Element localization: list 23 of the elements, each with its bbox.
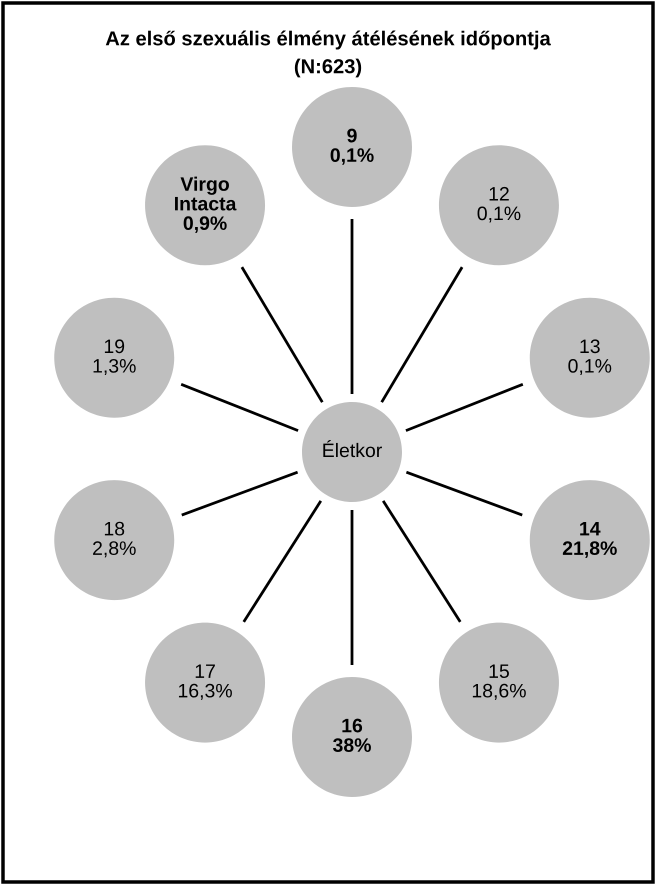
category-label: 14 — [580, 522, 600, 536]
category-label: 17 — [196, 664, 215, 678]
text: Életkor — [323, 440, 382, 458]
category-label: Virgo Intacta — [175, 176, 237, 211]
data-label: 0,9% — [184, 216, 227, 233]
data-label: 0,1% — [478, 206, 520, 223]
category-label: 13 — [580, 339, 600, 354]
data-label: 21,8% — [562, 541, 617, 558]
category-label: 12 — [490, 186, 509, 201]
text: (N:623) — [294, 58, 362, 78]
data-label: 1,3% — [94, 358, 136, 376]
data-label: 2,8% — [93, 541, 136, 558]
data-label: 38% — [332, 738, 371, 752]
text: Az első szexuális élmény átélésének időpontja — [106, 30, 551, 50]
category-label: 19 — [104, 339, 124, 354]
data-label: 0,1% — [330, 148, 374, 165]
category-label: 16 — [342, 718, 362, 732]
category-label: 15 — [490, 664, 509, 678]
category-label: 18 — [104, 522, 124, 536]
data-label: 0,1% — [568, 358, 612, 376]
data-label: 16,3% — [178, 684, 232, 700]
data-label: 18,6% — [472, 684, 526, 700]
category-label: 9 — [347, 128, 357, 142]
